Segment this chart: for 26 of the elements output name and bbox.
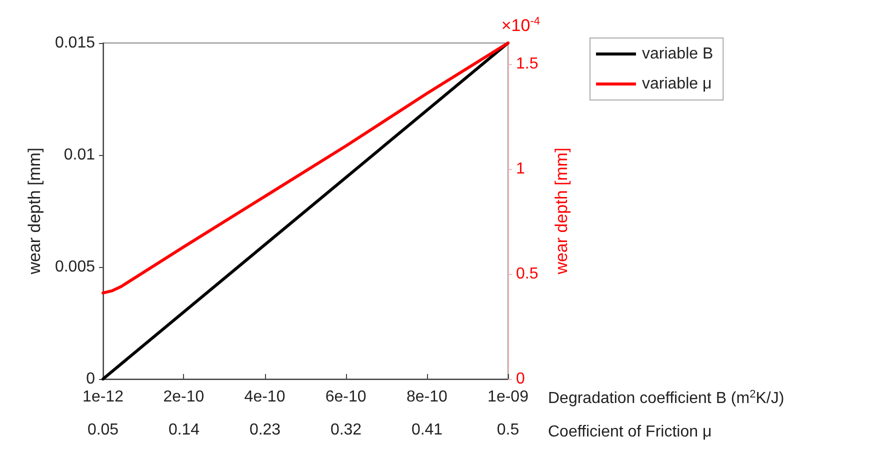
x2-tick-label: 1e-12 (82, 388, 124, 406)
y2-axis-title: wear depth [mm] (552, 148, 571, 276)
x-tick-label: 0.14 (168, 422, 200, 438)
line-series (102, 42, 510, 294)
legend-label: variable B (642, 46, 714, 62)
x-axis-title: Coefficient of Friction μ (548, 424, 712, 440)
y-tick-label: 0.015 (54, 34, 96, 52)
y2-tick-label: 1 (516, 160, 525, 178)
x-tick-label: 0.05 (87, 422, 119, 438)
y2-tick-label: 1.5 (516, 56, 538, 72)
legend-label: variable μ (642, 76, 712, 92)
x2-tick-label: 1e-09 (488, 388, 529, 406)
x2-tick-label: 2e-10 (163, 388, 204, 406)
y2-tick-label: 0.5 (516, 266, 538, 282)
y2-tick-label: 0 (516, 370, 525, 388)
x2-tick-label: 6e-10 (325, 388, 366, 406)
y-tick-label: 0 (86, 370, 96, 388)
x-tick-label: 0.23 (249, 422, 281, 438)
y-tick-label: 0.01 (64, 146, 96, 164)
x-tick-label: 0.32 (330, 422, 362, 438)
y-tick-label: 0.005 (54, 258, 96, 276)
x2-tick-label: 8e-10 (406, 388, 448, 406)
y-axis-title: wear depth [mm] (25, 148, 44, 276)
x2-tick-label: 4e-10 (244, 388, 286, 406)
x-tick-label: 0.41 (411, 422, 443, 438)
x-tick-label: 0.5 (496, 422, 520, 438)
